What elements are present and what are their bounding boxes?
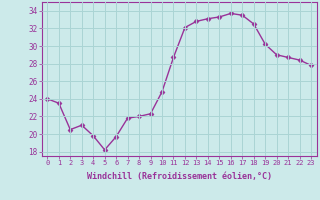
X-axis label: Windchill (Refroidissement éolien,°C): Windchill (Refroidissement éolien,°C) [87,172,272,181]
